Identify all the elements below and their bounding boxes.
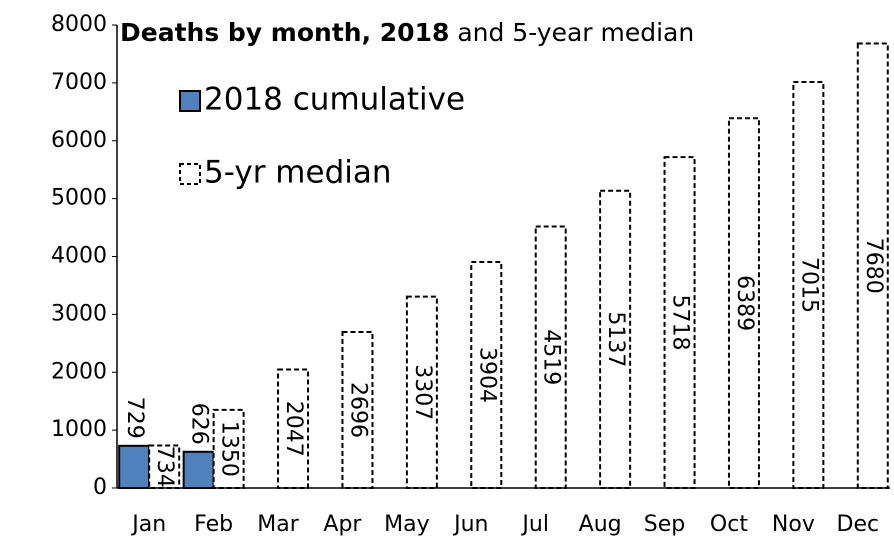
bar: [118, 444, 151, 489]
x-tick-label: Apr: [323, 512, 362, 537]
x-tick-label: Aug: [579, 512, 622, 537]
legend-swatch: [179, 90, 201, 112]
y-tick-label: 3000: [51, 301, 107, 326]
legend-label: 5-yr median: [204, 155, 392, 191]
y-tick-label: 5000: [51, 186, 107, 211]
data-label: 734: [152, 446, 177, 488]
data-label: 4519: [539, 329, 564, 385]
x-tick-label: Nov: [772, 512, 815, 537]
bar: [470, 261, 503, 489]
x-tick-label: Sep: [644, 512, 685, 537]
legend-label: 2018 cumulative: [204, 82, 465, 118]
bar: [792, 81, 825, 490]
bar: [182, 450, 215, 490]
y-tick-label: 1000: [51, 417, 107, 442]
bar: [599, 189, 632, 489]
x-tick-label: Jun: [452, 512, 488, 537]
bar: [148, 444, 181, 489]
data-label: 2047: [281, 401, 306, 457]
data-label: 2696: [345, 382, 370, 438]
data-label: 1350: [217, 421, 242, 477]
y-tick-label: 2000: [51, 359, 107, 384]
bar: [277, 368, 310, 489]
bar: [727, 117, 760, 489]
y-tick-label: 4000: [51, 244, 107, 269]
data-label: 5718: [668, 295, 693, 351]
title-rest: and 5-year median: [457, 18, 694, 47]
bar: [534, 225, 567, 490]
data-label: 7015: [796, 257, 821, 313]
y-tick-label: 0: [93, 475, 107, 500]
chart-title: Deaths by month, 2018 and 5-year median: [120, 18, 694, 47]
x-tick-label: Oct: [710, 512, 748, 537]
x-tick-label: Jan: [130, 512, 166, 537]
data-label: 5137: [603, 311, 628, 367]
data-label: 7680: [861, 238, 886, 294]
y-tick-label: 8000: [51, 12, 107, 37]
legend-swatch: [179, 163, 201, 185]
x-tick-label: May: [384, 512, 429, 537]
data-label: 3904: [474, 347, 499, 403]
x-tick-label: Jul: [520, 512, 549, 537]
x-tick-label: Dec: [837, 512, 880, 537]
y-tick-label: 6000: [51, 128, 107, 153]
data-label: 729: [122, 397, 147, 439]
y-tick-label: 7000: [51, 70, 107, 95]
bar: [405, 295, 438, 489]
bar: [663, 156, 696, 490]
data-label: 6389: [732, 275, 757, 331]
x-tick-label: Feb: [194, 512, 233, 537]
x-tick-label: Mar: [257, 512, 299, 537]
title-bold: Deaths by month, 2018: [120, 18, 449, 47]
data-label: 626: [187, 403, 212, 445]
data-label: 3307: [410, 364, 435, 420]
